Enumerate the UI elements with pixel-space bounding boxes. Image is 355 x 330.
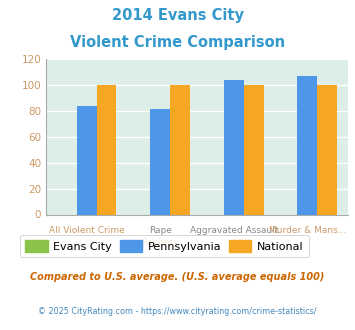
- Text: Compared to U.S. average. (U.S. average equals 100): Compared to U.S. average. (U.S. average …: [30, 272, 325, 282]
- Bar: [77, 106, 97, 214]
- Text: Rape: Rape: [149, 226, 172, 235]
- Bar: [170, 85, 190, 214]
- Bar: [244, 85, 264, 214]
- Text: © 2025 CityRating.com - https://www.cityrating.com/crime-statistics/: © 2025 CityRating.com - https://www.city…: [38, 307, 317, 316]
- Bar: [224, 80, 244, 214]
- Text: Violent Crime Comparison: Violent Crime Comparison: [70, 35, 285, 50]
- Bar: [297, 76, 317, 214]
- Bar: [150, 109, 170, 214]
- Text: Robbery: Robbery: [141, 238, 179, 247]
- Legend: Evans City, Pennsylvania, National: Evans City, Pennsylvania, National: [20, 235, 309, 257]
- Text: All Violent Crime: All Violent Crime: [49, 226, 125, 235]
- Bar: [97, 85, 116, 214]
- Text: Murder & Mans...: Murder & Mans...: [269, 226, 346, 235]
- Text: 2014 Evans City: 2014 Evans City: [111, 8, 244, 23]
- Bar: [317, 85, 337, 214]
- Text: Aggravated Assault: Aggravated Assault: [190, 226, 278, 235]
